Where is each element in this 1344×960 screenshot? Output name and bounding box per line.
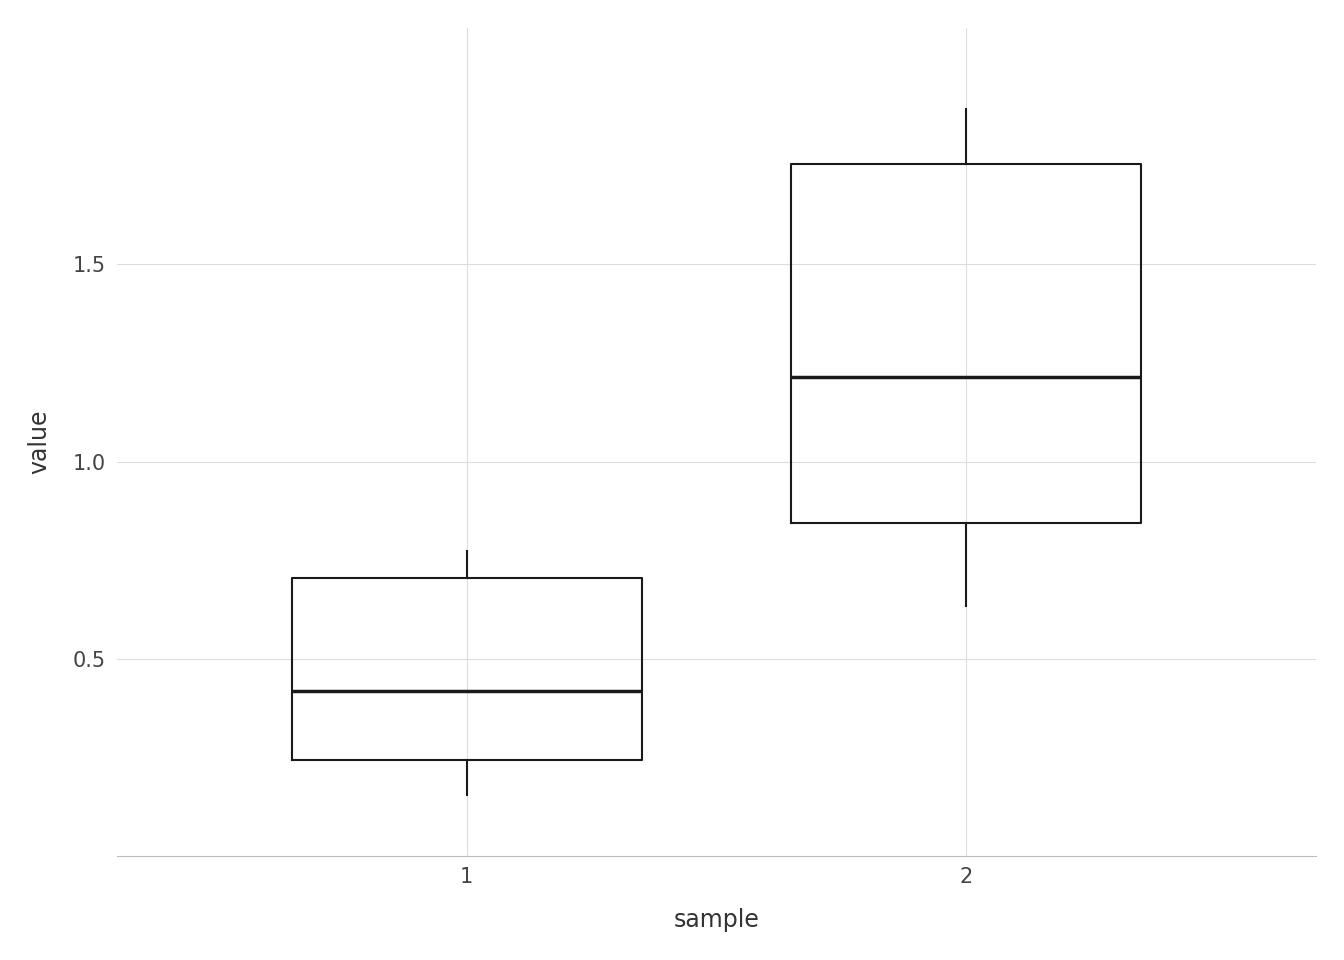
Y-axis label: value: value [28, 410, 52, 474]
X-axis label: sample: sample [673, 908, 759, 932]
